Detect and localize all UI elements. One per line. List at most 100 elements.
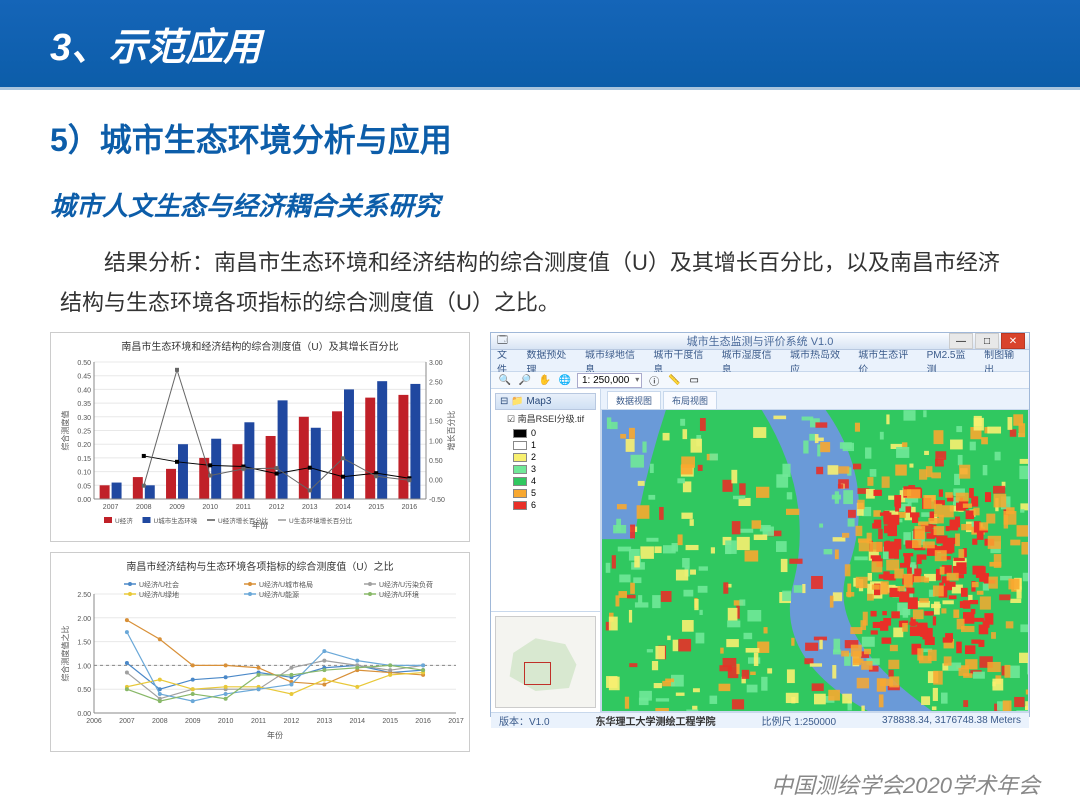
svg-text:0.50: 0.50 xyxy=(77,687,91,694)
map-canvas[interactable] xyxy=(601,409,1029,712)
full-extent-icon[interactable]: 🌐 xyxy=(557,372,573,388)
svg-text:2016: 2016 xyxy=(402,504,418,511)
legend-value: 4 xyxy=(531,476,536,486)
legend-swatch xyxy=(513,501,527,510)
svg-text:U生态环境增长百分比: U生态环境增长百分比 xyxy=(289,516,353,525)
menu-item[interactable]: 城市湿度信息 xyxy=(722,346,780,376)
chart-1-title: 南昌市生态环境和经济结构的综合测度值（U）及其增长百分比 xyxy=(56,338,464,353)
chart-2-title: 南昌市经济结构与生态环境各项指标的综合测度值（U）之比 xyxy=(56,558,464,573)
gis-left-pane: ⊟ 📁 Map3 ☑ 南昌RSEI分级.tif 0123456 xyxy=(491,389,601,712)
legend-row: 4 xyxy=(495,475,596,487)
legend: 0123456 xyxy=(495,427,596,511)
svg-text:1.50: 1.50 xyxy=(77,640,91,647)
zoom-in-icon[interactable]: 🔍 xyxy=(497,372,513,388)
menu-item[interactable]: 城市绿地信息 xyxy=(585,346,643,376)
legend-value: 5 xyxy=(531,488,536,498)
svg-text:0.15: 0.15 xyxy=(77,456,91,463)
svg-text:0.30: 0.30 xyxy=(77,415,91,422)
layer-name: 南昌RSEI分级.tif xyxy=(518,414,585,424)
status-org: 东华理工大学测绘工程学院 xyxy=(596,713,716,728)
zoom-out-icon[interactable]: 🔎 xyxy=(517,372,533,388)
svg-text:0.25: 0.25 xyxy=(77,429,91,436)
svg-text:2014: 2014 xyxy=(349,718,365,725)
svg-text:综合测度值: 综合测度值 xyxy=(60,411,70,451)
svg-text:U经济/U环境: U经济/U环境 xyxy=(379,590,419,599)
svg-text:U经济/U污染负荷: U经济/U污染负荷 xyxy=(379,580,433,589)
gis-statusbar: 版本：V1.0 东华理工大学测绘工程学院 比例尺 1:250000 378838… xyxy=(491,712,1029,728)
pan-icon[interactable]: ✋ xyxy=(537,372,553,388)
left-charts: 南昌市生态环境和经济结构的综合测度值（U）及其增长百分比 0.000.050.1… xyxy=(50,332,470,752)
layer-item[interactable]: ☑ 南昌RSEI分级.tif xyxy=(495,410,596,427)
layer-root[interactable]: ⊟ 📁 Map3 xyxy=(495,393,596,410)
svg-text:2007: 2007 xyxy=(103,504,119,511)
svg-text:U经济/U社会: U经济/U社会 xyxy=(139,580,179,589)
legend-row: 5 xyxy=(495,487,596,499)
svg-text:2010: 2010 xyxy=(202,504,218,511)
svg-text:0.35: 0.35 xyxy=(77,401,91,408)
legend-swatch xyxy=(513,441,527,450)
minimize-button[interactable]: — xyxy=(949,333,973,349)
legend-row: 6 xyxy=(495,499,596,511)
menu-item[interactable]: 文件 xyxy=(497,346,516,376)
legend-value: 2 xyxy=(531,452,536,462)
map-tab[interactable]: 布局视图 xyxy=(663,391,717,409)
gis-toolbar: 🔍 🔎 ✋ 🌐 1: 250,000 ⓘ 📏 ▭ xyxy=(491,372,1029,389)
scale-selector[interactable]: 1: 250,000 xyxy=(577,373,642,388)
identify-icon[interactable]: ⓘ xyxy=(646,372,662,388)
overview-map[interactable] xyxy=(495,616,596,708)
header-title: 3、示范应用 xyxy=(50,16,261,71)
layer-panel: ⊟ 📁 Map3 ☑ 南昌RSEI分级.tif 0123456 xyxy=(491,389,600,612)
overview-panel xyxy=(491,612,600,712)
menu-item[interactable]: 城市热岛效应 xyxy=(790,346,848,376)
select-icon[interactable]: ▭ xyxy=(686,372,702,388)
subsection-title: 城市人文生态与经济耦合关系研究 xyxy=(0,161,1080,223)
legend-row: 1 xyxy=(495,439,596,451)
svg-text:2.00: 2.00 xyxy=(429,399,443,406)
menu-item[interactable]: 城市干度信息 xyxy=(653,346,711,376)
svg-text:2015: 2015 xyxy=(368,504,384,511)
menu-item[interactable]: 制图输出 xyxy=(984,346,1023,376)
maximize-button[interactable]: □ xyxy=(975,333,999,349)
svg-text:综合测度值之比: 综合测度值之比 xyxy=(60,626,70,682)
chart-1: 0.000.050.100.150.200.250.300.350.400.45… xyxy=(56,356,464,531)
svg-text:2006: 2006 xyxy=(86,718,102,725)
menu-item[interactable]: 城市生态评价 xyxy=(858,346,916,376)
svg-text:2.00: 2.00 xyxy=(77,616,91,623)
svg-text:0.20: 0.20 xyxy=(77,442,91,449)
svg-text:0.40: 0.40 xyxy=(77,388,91,395)
legend-value: 6 xyxy=(531,500,536,510)
svg-text:2007: 2007 xyxy=(119,718,135,725)
svg-text:2008: 2008 xyxy=(136,504,152,511)
close-button[interactable]: ✕ xyxy=(1001,333,1025,349)
legend-swatch xyxy=(513,453,527,462)
svg-text:U经济/U能源: U经济/U能源 xyxy=(259,590,299,599)
svg-text:U经济: U经济 xyxy=(115,516,133,525)
chart-2: 0.000.501.001.502.002.502006200720082009… xyxy=(56,576,464,741)
gis-titlebar: 🗔 城市生态监测与评价系统 V1.0 — □ ✕ xyxy=(491,333,1029,350)
gis-window: 🗔 城市生态监测与评价系统 V1.0 — □ ✕ 文件数据预处理城市绿地信息城市… xyxy=(490,332,1030,717)
svg-text:2014: 2014 xyxy=(335,504,351,511)
svg-text:0.50: 0.50 xyxy=(77,360,91,367)
map-tab[interactable]: 数据视图 xyxy=(607,391,661,409)
svg-text:1.00: 1.00 xyxy=(429,438,443,445)
section-title: 5）城市生态环境分析与应用 xyxy=(0,90,1080,161)
svg-text:2008: 2008 xyxy=(152,718,168,725)
svg-text:2.50: 2.50 xyxy=(77,592,91,599)
svg-text:2.50: 2.50 xyxy=(429,380,443,387)
window-controls: — □ ✕ xyxy=(949,333,1025,349)
svg-text:U经济/U城市格局: U经济/U城市格局 xyxy=(259,580,313,589)
svg-text:0.50: 0.50 xyxy=(429,458,443,465)
svg-text:2011: 2011 xyxy=(251,718,266,725)
svg-text:0.10: 0.10 xyxy=(77,470,91,477)
svg-text:0.45: 0.45 xyxy=(77,374,91,381)
gis-menubar: 文件数据预处理城市绿地信息城市干度信息城市湿度信息城市热岛效应城市生态评价PM2… xyxy=(491,350,1029,372)
svg-text:2013: 2013 xyxy=(302,504,318,511)
svg-text:0.05: 0.05 xyxy=(77,483,91,490)
gis-window-title: 城市生态监测与评价系统 V1.0 xyxy=(687,333,834,349)
svg-text:2013: 2013 xyxy=(317,718,333,725)
menu-item[interactable]: PM2.5监测 xyxy=(927,346,975,376)
measure-icon[interactable]: 📏 xyxy=(666,372,682,388)
menu-item[interactable]: 数据预处理 xyxy=(526,346,575,376)
legend-value: 1 xyxy=(531,440,536,450)
body-paragraph: 结果分析：南昌市生态环境和经济结构的综合测度值（U）及其增长百分比，以及南昌市经… xyxy=(0,223,1080,332)
